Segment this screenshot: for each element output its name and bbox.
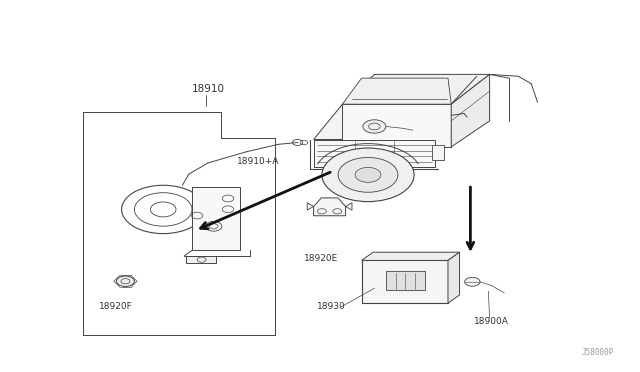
Text: 18920E: 18920E xyxy=(304,254,339,263)
Polygon shape xyxy=(342,78,451,104)
Polygon shape xyxy=(362,260,448,303)
Text: 18900A: 18900A xyxy=(474,317,508,326)
Text: J58000P: J58000P xyxy=(582,348,614,357)
Text: 18910+A: 18910+A xyxy=(237,157,279,166)
Polygon shape xyxy=(346,203,352,210)
Polygon shape xyxy=(314,198,346,216)
Text: 18920F: 18920F xyxy=(99,302,133,311)
Polygon shape xyxy=(342,74,490,104)
Polygon shape xyxy=(448,252,460,303)
Polygon shape xyxy=(386,271,425,290)
Circle shape xyxy=(465,278,480,286)
Polygon shape xyxy=(307,203,314,210)
Circle shape xyxy=(322,148,414,202)
Circle shape xyxy=(338,157,398,192)
Polygon shape xyxy=(314,140,435,167)
Text: 18910: 18910 xyxy=(192,84,225,94)
Polygon shape xyxy=(186,256,216,263)
Circle shape xyxy=(355,167,381,182)
Polygon shape xyxy=(451,74,490,147)
Polygon shape xyxy=(432,145,444,160)
Polygon shape xyxy=(192,187,240,250)
Polygon shape xyxy=(362,252,460,260)
Circle shape xyxy=(116,276,134,286)
Polygon shape xyxy=(314,104,451,140)
Text: 18930: 18930 xyxy=(317,302,346,311)
Polygon shape xyxy=(342,104,451,147)
Circle shape xyxy=(363,120,386,133)
